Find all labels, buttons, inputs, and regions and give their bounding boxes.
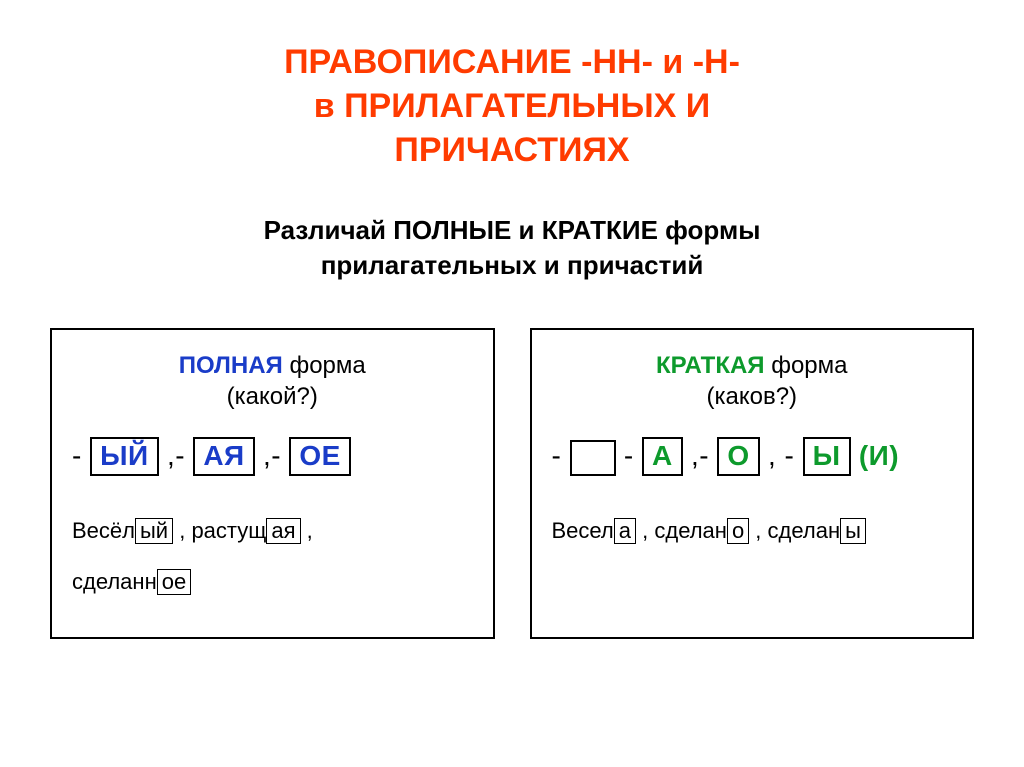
sep: - [624,440,642,471]
title-line3: ПРИЧАСТИЯХ [394,131,629,169]
subtitle-line1: Различай ПОЛНЫЕ и КРАТКИЕ формы [264,215,761,245]
full-form-rest: форма [283,352,366,379]
dash: - [72,440,82,471]
comma: , [301,518,313,543]
sep: , - [768,440,803,471]
ex2-end: о [727,518,749,544]
ex2-stem: сделан [654,518,727,543]
ending-a: А [642,437,683,476]
ending-o: О [717,437,759,476]
full-form-box: ПОЛНАЯ форма (какой?) - ЫЙ ,- АЯ ,- ОЕ В… [50,328,495,639]
ex2-end: ая [266,518,300,544]
main-title: ПРАВОПИСАНИЕ -НН- и -Н- в ПРИЛАГАТЕЛЬНЫХ… [50,40,974,173]
sep: ,- [167,440,193,471]
ex1-end: ый [135,518,173,544]
ex1-end: а [614,518,636,544]
sep: ,- [691,440,717,471]
ex3-end: ы [840,518,866,544]
ending-tail: (И) [859,440,899,471]
ex1-stem: Весёл [72,518,135,543]
full-endings: - ЫЙ ,- АЯ ,- ОЕ [72,437,473,476]
comma: , [749,518,767,543]
subtitle: Различай ПОЛНЫЕ и КРАТКИЕ формы прилагат… [50,213,974,283]
ending-empty [570,440,616,476]
ending-oe: ОЕ [289,437,350,476]
ex2-stem: растущ [191,518,266,543]
ex1-stem: Весел [552,518,614,543]
dash: - [552,440,562,471]
short-form-box: КРАТКАЯ форма (каков?) - - А ,- О , - Ы … [530,328,975,639]
ex3-stem: сделан [768,518,841,543]
short-form-rest: форма [765,352,848,379]
ending-y: Ы [803,437,851,476]
title-line2: в ПРИЛАГАТЕЛЬНЫХ И [314,87,710,125]
ex3-end: ое [157,569,191,595]
subtitle-line2: прилагательных и причастий [321,250,704,280]
short-form-question: (каков?) [552,381,953,412]
full-form-header: ПОЛНАЯ форма (какой?) [72,350,473,412]
ex3-stem: сделанн [72,569,157,594]
short-form-label: КРАТКАЯ [656,352,765,379]
title-line1: ПРАВОПИСАНИЕ -НН- и -Н- [284,43,740,81]
boxes-row: ПОЛНАЯ форма (какой?) - ЫЙ ,- АЯ ,- ОЕ В… [50,328,974,639]
sep: ,- [263,440,289,471]
short-endings: - - А ,- О , - Ы (И) [552,437,953,476]
comma: , [173,518,191,543]
ending-aya: АЯ [193,437,254,476]
short-examples: Весела , сделано , сделаны [552,506,953,557]
short-form-header: КРАТКАЯ форма (каков?) [552,350,953,412]
full-examples: Весёлый , растущая , сделанное [72,506,473,607]
full-form-question: (какой?) [72,381,473,412]
slide: ПРАВОПИСАНИЕ -НН- и -Н- в ПРИЛАГАТЕЛЬНЫХ… [0,0,1024,767]
subtitle-bold: ПОЛНЫЕ и КРАТКИЕ формы [393,215,760,245]
subtitle-prefix: Различай [264,215,394,245]
comma: , [636,518,654,543]
full-form-label: ПОЛНАЯ [179,352,283,379]
ending-yy: ЫЙ [90,437,159,476]
